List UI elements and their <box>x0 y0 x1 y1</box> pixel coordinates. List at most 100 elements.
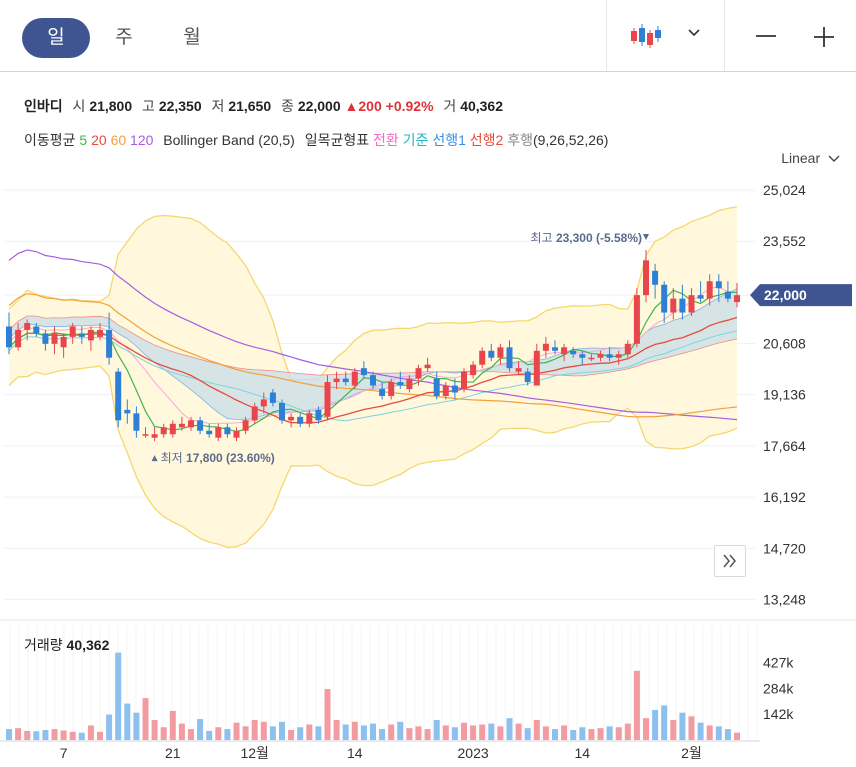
ma-label[interactable]: 이동평균 <box>24 132 76 148</box>
candle-body <box>688 295 695 313</box>
candle-body <box>269 392 276 403</box>
candle-body <box>188 420 194 428</box>
volume-bar <box>151 719 158 740</box>
candle-body <box>606 354 613 358</box>
zoom-out-icon[interactable] <box>755 26 777 46</box>
price-tick-label: 20,608 <box>763 336 806 352</box>
volume-bar <box>279 721 285 740</box>
volume-bar <box>87 725 94 740</box>
date-axis: 7 21 12월 14 2023 14 2월 <box>0 740 760 761</box>
volume-bar <box>133 712 140 740</box>
candle-body <box>561 347 568 355</box>
high-annotation-value: 23,300 (-5.58%) <box>556 231 642 245</box>
high-annotation-prefix: 최고 <box>531 231 556 245</box>
candle-body <box>615 354 622 358</box>
last-price-tag <box>750 284 852 307</box>
volume-tick-label: 284k <box>763 680 794 696</box>
volume-bar <box>42 729 49 740</box>
volume-bar <box>324 689 331 740</box>
candle-body <box>479 350 486 365</box>
volume-bar <box>652 709 659 740</box>
candle-body <box>588 357 595 360</box>
volume-bar <box>670 719 677 740</box>
up-arrow-icon: ▲ <box>344 98 359 114</box>
span2-legend: 선행2 <box>469 132 504 148</box>
volume-bar <box>624 723 631 740</box>
candle-body <box>388 382 395 396</box>
candlestick-icon <box>631 24 661 48</box>
volume-bar <box>506 718 513 740</box>
price-axis: 25,024 23,552 22,000 20,608 19,136 17,664 16,1… <box>750 182 852 607</box>
candle-body <box>69 326 76 337</box>
candle-body <box>251 406 258 421</box>
chart-type-selector[interactable] <box>606 0 725 71</box>
low-value: 21,650 <box>228 98 272 114</box>
volume-bar <box>6 729 12 740</box>
volume-bar <box>424 729 431 740</box>
span1-legend: 선행1 <box>432 132 466 148</box>
candle-body <box>106 329 113 358</box>
volume-bar <box>533 719 540 740</box>
candle-body <box>451 385 458 393</box>
volume-bar <box>661 705 668 740</box>
volume-bar <box>442 725 449 740</box>
volume-bar <box>579 727 586 740</box>
volume-bar <box>524 728 531 740</box>
volume-bar <box>479 724 486 740</box>
volume-bar <box>633 670 640 740</box>
up-triangle-icon <box>151 455 158 462</box>
candle-body <box>124 409 131 414</box>
candle-body <box>470 364 477 376</box>
volume-bar <box>115 652 122 740</box>
change-value: 200 <box>358 98 382 114</box>
volume-bar <box>461 722 467 740</box>
volume-bar <box>360 725 367 740</box>
open-label: 시 <box>72 98 86 114</box>
candle-body <box>151 434 158 438</box>
ichimoku-label[interactable]: 일목균형표 <box>304 132 370 148</box>
volume-bar <box>178 723 185 740</box>
volume-bar <box>724 729 731 740</box>
volume-bar <box>269 726 276 740</box>
candles <box>6 249 740 442</box>
candle-body <box>415 368 422 379</box>
period-tab-month[interactable]: 월 <box>183 27 201 48</box>
volume-bar <box>224 729 231 740</box>
candle-body <box>233 430 240 438</box>
bollinger-legend[interactable]: Bollinger Band (20,5) <box>163 132 295 148</box>
top-toolbar: 일 주 월 <box>0 0 856 72</box>
candle-body <box>51 333 58 344</box>
volume-title-value: 40,362 <box>66 637 110 653</box>
volume-bar <box>160 727 167 740</box>
volume-bar <box>570 729 577 740</box>
volume-bar <box>315 726 322 740</box>
scroll-latest-button[interactable] <box>714 545 746 577</box>
zoom-in-icon[interactable] <box>813 26 835 48</box>
scale-selector[interactable]: Linear <box>781 150 840 166</box>
zoom-controls <box>724 0 856 71</box>
candle-body <box>624 343 631 355</box>
volume-title-label: 거래량 <box>24 637 63 653</box>
high-value: 22,350 <box>158 98 202 114</box>
candle-body <box>597 354 604 358</box>
candle-body <box>315 409 322 421</box>
span1-line <box>8 288 738 421</box>
volume-bar <box>69 731 76 740</box>
candle-body <box>260 399 267 407</box>
date-tick-label: 7 <box>60 745 68 761</box>
period-tab-day[interactable]: 일 <box>22 18 90 58</box>
volume-bar <box>142 698 149 740</box>
volume-bar <box>306 724 313 740</box>
volume-bar <box>715 726 722 740</box>
candle-body <box>87 329 94 341</box>
candle-body <box>24 322 31 330</box>
low-annotation-value: 17,800 (23.60%) <box>186 451 275 465</box>
ma60-legend: 60 <box>110 132 127 148</box>
period-tab-week[interactable]: 주 <box>115 27 133 48</box>
volume-tick-label: 142k <box>763 706 794 722</box>
indicator-lines <box>8 249 738 433</box>
candle-body <box>197 420 204 431</box>
down-triangle-icon <box>643 233 649 240</box>
candle-body <box>215 427 222 438</box>
